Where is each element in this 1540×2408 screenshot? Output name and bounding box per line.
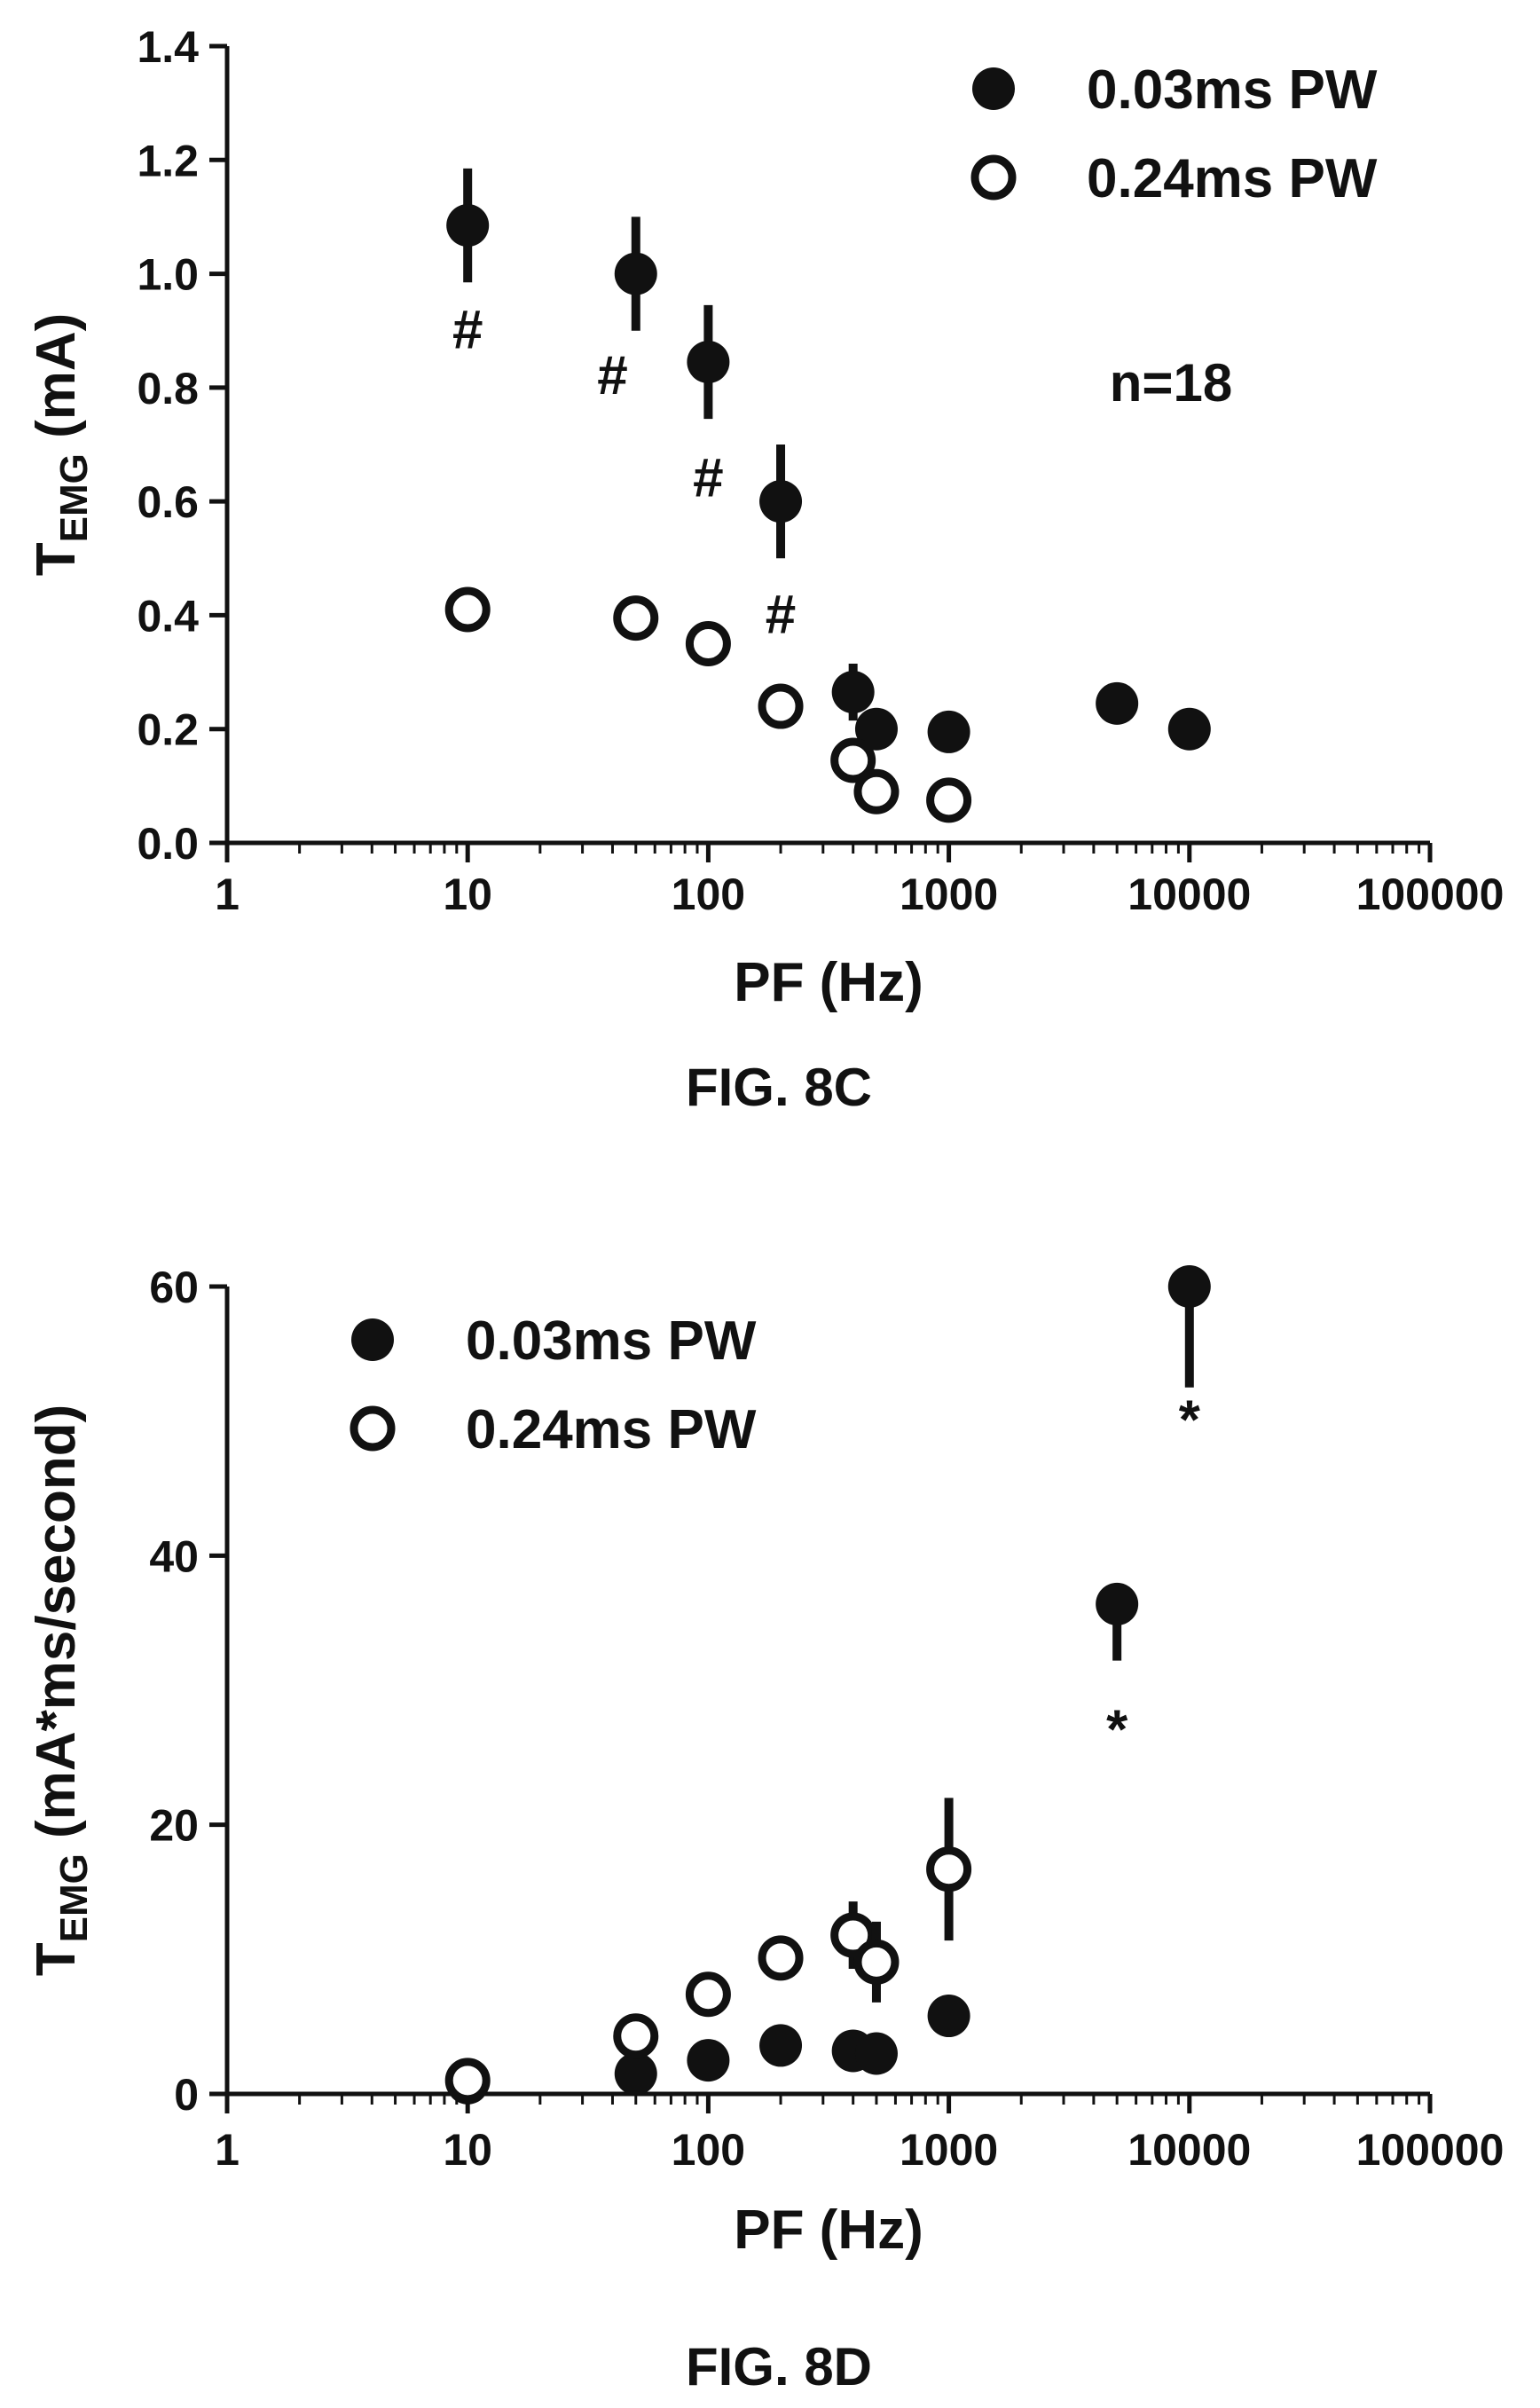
significance-marker: # xyxy=(597,345,627,406)
y-tick-label: 0.2 xyxy=(137,705,199,755)
data-point-open xyxy=(613,595,659,641)
y-axis-label-main: T xyxy=(26,542,87,576)
y-tick-label: 0.6 xyxy=(137,477,199,527)
data-point-open xyxy=(444,586,491,633)
y-tick-label: 1.4 xyxy=(137,22,199,72)
y-tick-label: 40 xyxy=(149,1531,199,1581)
x-tick-label: 1000 xyxy=(900,870,998,919)
data-point-open xyxy=(758,1935,804,1981)
significance-marker: # xyxy=(766,584,796,645)
significance-marker: * xyxy=(1106,1700,1128,1761)
x-tick-label: 100000 xyxy=(1356,870,1505,919)
y-tick-label: 0.0 xyxy=(137,819,199,869)
data-point-filled xyxy=(446,204,490,248)
data-point-open xyxy=(926,1846,972,1893)
data-point-open xyxy=(613,2013,659,2059)
x-tick-label: 100 xyxy=(672,2125,745,2175)
data-point-open xyxy=(853,768,900,814)
significance-marker: # xyxy=(452,300,483,361)
y-tick-label: 20 xyxy=(149,1801,199,1851)
data-point-open xyxy=(444,2058,491,2104)
legend-label: 0.24ms PW xyxy=(466,1399,757,1460)
data-point-filled xyxy=(927,1995,970,2038)
x-tick-label: 100 xyxy=(672,870,745,919)
chart-panel-8c: 0.0 0.2 0.4 0.6 0.8 1.0 1.2 1.4 1 10 100 1000 10000 1… xyxy=(26,22,1504,1117)
legend-marker-open xyxy=(350,1405,396,1452)
data-point-filled xyxy=(687,2039,730,2082)
data-point-open xyxy=(926,777,972,823)
y-tick-label: 0.4 xyxy=(137,591,199,641)
data-point-filled xyxy=(1167,707,1211,751)
y-axis-label-main: T xyxy=(26,1942,87,1976)
legend-marker-filled xyxy=(351,1318,394,1361)
x-tick-label: 1000 xyxy=(900,2125,998,2175)
y-axis-label-unit: (mA) xyxy=(26,313,87,453)
data-point-filled xyxy=(854,2032,898,2075)
legend-label: 0.03ms PW xyxy=(1087,59,1378,121)
y-tick-label: 1.0 xyxy=(137,250,199,300)
chart-panel-8d: 0 20 40 60 1 10 100 1000 10000 100000 PF (Hz) TEMG … xyxy=(26,1263,1504,2396)
data-point-filled xyxy=(854,707,898,751)
figure-caption: FIG. 8D xyxy=(686,2337,872,2396)
significance-marker: # xyxy=(693,447,723,508)
data-point-filled xyxy=(1096,681,1139,725)
data-point-open xyxy=(685,621,731,666)
x-tick-label: 10000 xyxy=(1128,870,1251,919)
y-axis-label-subscript: EMG xyxy=(52,453,96,542)
data-point-filled xyxy=(831,671,875,714)
y-axis-label-unit: (mA*ms/second) xyxy=(26,1405,87,1853)
x-tick-label: 10 xyxy=(443,870,492,919)
x-tick-label: 10000 xyxy=(1128,2125,1251,2175)
x-tick-label: 10 xyxy=(443,2125,492,2175)
data-point-filled xyxy=(614,252,657,295)
data-point-open xyxy=(758,683,804,729)
x-tick-label: 1 xyxy=(215,870,240,919)
x-axis-label: PF (Hz) xyxy=(734,952,923,1013)
significance-marker: * xyxy=(1179,1390,1201,1452)
y-axis-label: TEMG (mA) xyxy=(26,313,96,577)
legend-marker-open xyxy=(970,154,1017,201)
figure-caption: FIG. 8C xyxy=(686,1058,872,1117)
x-tick-label: 100000 xyxy=(1356,2125,1505,2175)
y-tick-label: 0 xyxy=(174,2070,199,2120)
x-tick-label: 1 xyxy=(215,2125,240,2175)
legend-label: 0.24ms PW xyxy=(1087,148,1378,209)
legend-label: 0.03ms PW xyxy=(466,1310,757,1372)
legend-marker-filled xyxy=(972,67,1015,110)
data-point-filled xyxy=(927,710,970,753)
data-point-filled xyxy=(687,340,730,383)
data-point-filled xyxy=(759,2024,803,2067)
data-point-open xyxy=(685,1971,731,2018)
y-tick-label: 60 xyxy=(149,1263,199,1312)
y-axis-label-subscript: EMG xyxy=(52,1853,96,1942)
y-tick-label: 1.2 xyxy=(137,136,199,185)
data-point-filled xyxy=(1096,1582,1139,1625)
data-point-open xyxy=(853,1939,900,1985)
data-point-filled xyxy=(614,2052,657,2096)
y-axis-label: TEMG (mA*ms/second) xyxy=(26,1405,96,1977)
y-tick-label: 0.8 xyxy=(137,364,199,413)
data-point-open xyxy=(830,737,876,783)
data-point-filled xyxy=(759,480,803,523)
x-axis-label: PF (Hz) xyxy=(734,2199,923,2261)
sample-size-annotation: n=18 xyxy=(1110,353,1232,413)
data-point-filled xyxy=(1167,1265,1211,1308)
